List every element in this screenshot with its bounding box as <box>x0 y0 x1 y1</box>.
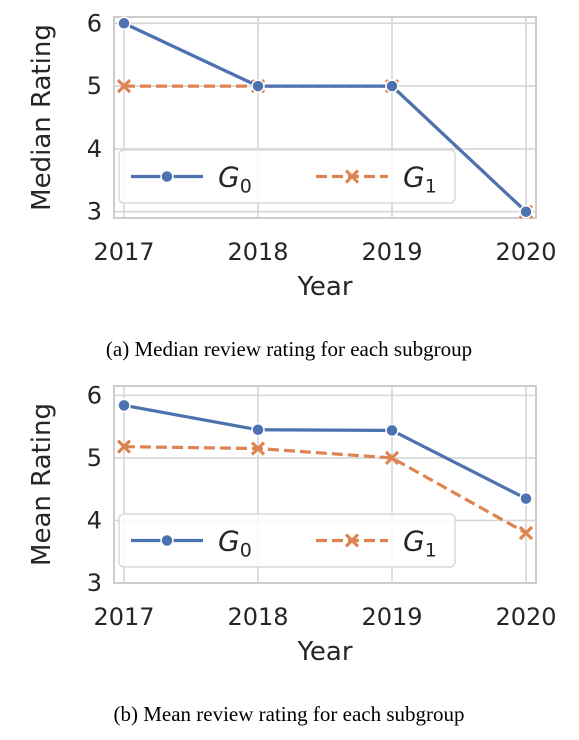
data-point-g1 <box>116 439 132 454</box>
x-tick-label: 2017 <box>93 603 154 631</box>
data-point-g1 <box>116 78 132 94</box>
data-point-g0 <box>117 398 131 413</box>
x-tick-label: 2019 <box>361 603 422 631</box>
legend-label: G1 <box>403 525 437 562</box>
data-point-g1 <box>250 441 266 456</box>
y-tick-label: 4 <box>87 135 102 163</box>
data-point-g0 <box>385 79 399 93</box>
data-point-g0 <box>385 423 399 438</box>
legend: G0 G1 <box>118 149 456 204</box>
legend: G0 G1 <box>118 513 456 568</box>
legend-marker <box>160 533 174 548</box>
plot-frame <box>113 16 537 219</box>
y-axis-label: Median Rating <box>27 24 57 211</box>
chart-panel-2: 3 4 5 6 2017 2018 2019 2020 Year Mean Rating G0 G1 (… <box>27 381 557 726</box>
y-tick-label: 5 <box>87 72 102 100</box>
y-axis-label: Mean Rating <box>27 403 57 566</box>
x-tick-label: 2019 <box>361 238 422 266</box>
data-point-g0 <box>251 423 265 437</box>
series-line-g1 <box>123 445 527 535</box>
x-axis-label: Year <box>296 272 352 302</box>
y-tick-label: 6 <box>87 9 102 37</box>
data-point-g0 <box>519 491 533 506</box>
y-tick-label: 3 <box>87 198 102 226</box>
legend-label: G0 <box>218 161 252 198</box>
data-point-g0 <box>251 79 265 93</box>
legend-label: G1 <box>403 161 437 198</box>
data-point-g0 <box>519 204 533 219</box>
legend-marker <box>160 169 174 184</box>
series-line-g0 <box>123 403 527 500</box>
data-point-g0 <box>117 16 131 31</box>
data-point-g1 <box>518 525 534 541</box>
x-tick-label: 2018 <box>227 238 288 266</box>
x-tick-label: 2018 <box>227 603 288 631</box>
y-tick-label: 5 <box>87 444 102 472</box>
legend-box <box>118 149 456 204</box>
legend-marker <box>344 533 360 548</box>
legend-label: G0 <box>218 525 252 562</box>
y-tick-label: 4 <box>87 506 102 534</box>
y-tick-label: 3 <box>87 569 102 597</box>
x-axis-label: Year <box>296 637 352 667</box>
y-tick-label: 6 <box>87 381 102 409</box>
figure-caption: (b) Mean review rating for each subgroup <box>113 702 464 726</box>
legend-box <box>118 513 456 568</box>
data-point-g1 <box>384 450 400 466</box>
series-line-g0 <box>123 21 528 213</box>
x-tick-label: 2017 <box>93 238 154 266</box>
figure-caption: (a) Median review rating for each subgro… <box>106 337 472 361</box>
legend-marker <box>344 169 360 184</box>
plot-frame <box>113 385 537 584</box>
x-tick-label: 2020 <box>495 603 556 631</box>
x-tick-label: 2020 <box>495 238 556 266</box>
